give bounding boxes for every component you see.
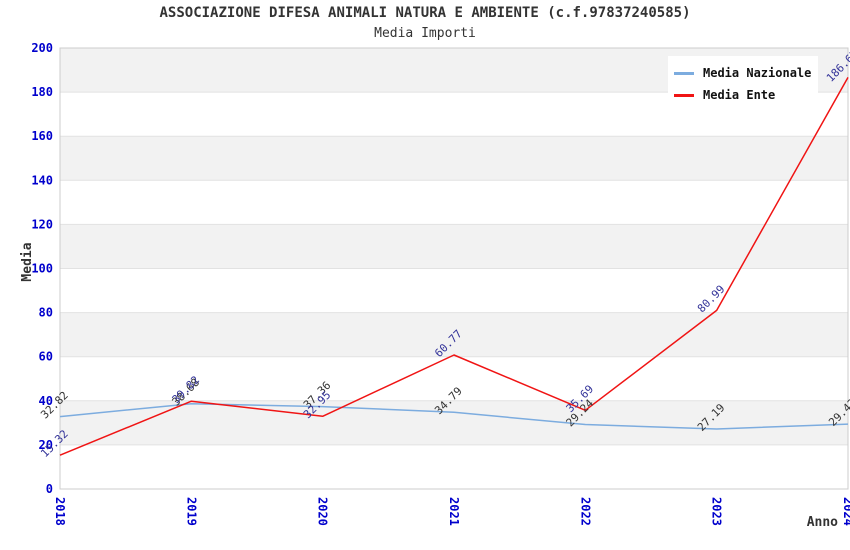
x-tick-label: 2020 [316,497,330,526]
plot-frame [59,47,849,490]
x-axis-title: Anno [807,515,838,530]
x-tick-label: 2021 [447,497,461,526]
y-tick-label: 60 [39,350,53,364]
x-tick-label: 2018 [53,497,67,526]
y-tick-label: 100 [31,262,53,276]
x-tick-label: 2023 [710,497,724,526]
x-tick-label: 2024 [841,497,850,526]
legend-label: Media Nazionale [703,66,812,80]
y-tick-label: 160 [31,129,53,143]
y-tick-label: 0 [46,482,53,496]
legend-label: Media Ente [703,88,776,102]
y-tick-label: 40 [39,394,53,408]
series-line-media-ente [59,77,849,456]
y-tick-label: 180 [31,85,53,99]
legend-item-media-ente: Media Ente [674,88,818,102]
chart-title: ASSOCIAZIONE DIFESA ANIMALI NATURA E AMB… [159,5,691,21]
chart-legend: Media Nazionale Media Ente [668,56,818,112]
y-tick-label: 120 [31,217,53,231]
y-tick-label: 20 [39,438,53,452]
plot-band [60,224,848,269]
media-ente-line-swatch [674,93,694,97]
y-tick-label: 140 [31,173,53,187]
plot-band [60,136,848,181]
y-tick-label: 80 [39,306,53,320]
chart-subtitle: Media Importi [374,26,476,41]
plot-band [60,400,848,445]
plot-band [60,312,848,357]
x-tick-label: 2019 [184,497,198,526]
media-nazionale-line-swatch [674,71,694,75]
x-tick-label: 2022 [578,497,592,526]
y-tick-label: 200 [31,41,53,55]
legend-item-media-nazionale: Media Nazionale [674,66,818,80]
y-axis-title: Media [20,242,35,281]
series-line-media-nazionale [59,402,849,430]
